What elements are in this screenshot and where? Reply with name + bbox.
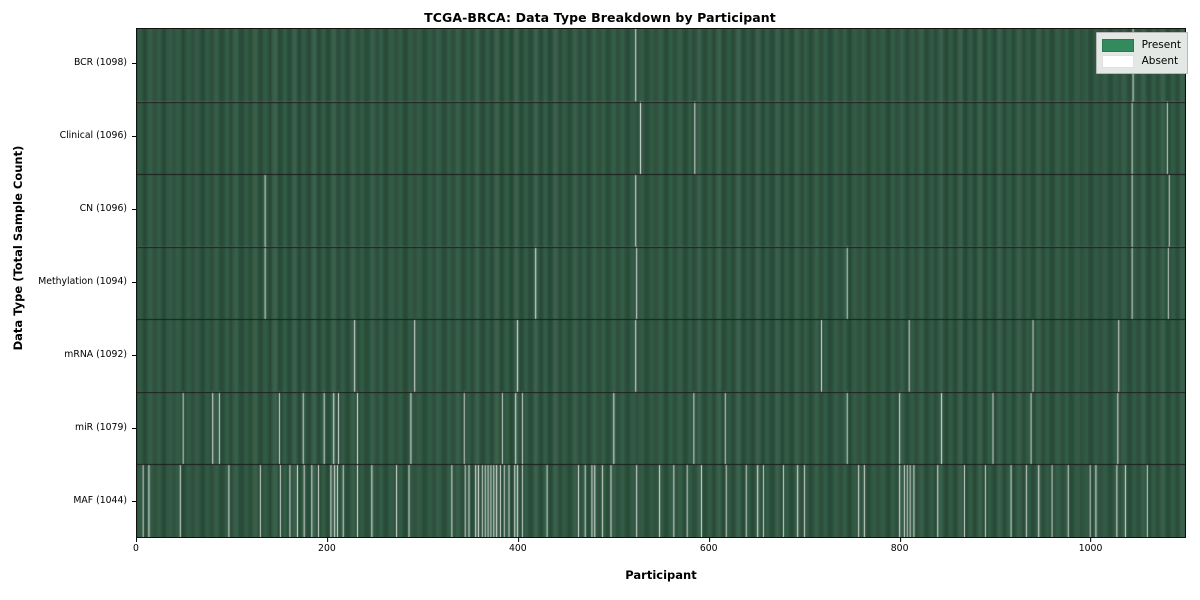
- y-tick-label: mRNA (1092): [64, 348, 127, 360]
- legend-swatch-icon: [1101, 38, 1134, 52]
- heatmap-plot-area: [136, 28, 1186, 538]
- y-axis-tick-labels: BCR (1098) Clinical (1096) CN (1096) Methyl…: [0, 28, 136, 538]
- x-tick-label: 0: [133, 543, 139, 554]
- y-tick-mrna: mRNA (1092): [0, 349, 136, 363]
- y-tick-mark: [132, 354, 136, 356]
- x-tick-mark: [1090, 538, 1092, 542]
- y-tick-methylation: Methylation (1094): [0, 276, 136, 290]
- y-tick-mark: [132, 427, 136, 429]
- y-tick-mark: [132, 63, 136, 65]
- heatmap-canvas: [137, 29, 1185, 537]
- y-tick-clinical: Clinical (1096): [0, 130, 136, 144]
- x-tick-mark: [135, 538, 137, 542]
- x-tick-600: 600: [700, 538, 718, 554]
- x-tick-label: 600: [699, 543, 718, 554]
- x-tick-mark: [708, 538, 710, 542]
- x-tick-200: 200: [318, 538, 336, 554]
- y-tick-mark: [132, 282, 136, 283]
- x-axis-tick-labels: 0 200 400 600 800 1000: [133, 538, 1186, 564]
- y-tick-label: CN (1096): [79, 203, 127, 215]
- y-tick-cn: CN (1096): [0, 203, 136, 217]
- y-tick-maf: MAF (1044): [0, 495, 136, 509]
- legend-label: Absent: [1141, 55, 1179, 67]
- x-tick-1000: 1000: [1078, 538, 1103, 554]
- x-tick-400: 400: [509, 538, 527, 554]
- x-tick-label: 800: [890, 543, 909, 554]
- x-tick-label: 400: [508, 543, 527, 554]
- x-tick-mark: [899, 538, 901, 542]
- x-tick-0: 0: [133, 538, 139, 554]
- y-tick-mark: [132, 136, 136, 138]
- y-tick-label: miR (1079): [75, 421, 127, 433]
- legend-item-present[interactable]: Present: [1101, 37, 1181, 53]
- legend-item-absent[interactable]: Absent: [1101, 53, 1181, 69]
- chart-legend: Present Absent: [1095, 32, 1188, 74]
- x-tick-mark: [517, 538, 519, 542]
- x-tick-800: 800: [891, 538, 909, 554]
- y-tick-label: Methylation (1094): [38, 276, 127, 287]
- y-tick-label: BCR (1098): [73, 57, 127, 69]
- y-tick-bcr: BCR (1098): [0, 57, 136, 71]
- y-tick-mark: [132, 209, 136, 211]
- x-tick-mark: [326, 538, 328, 542]
- y-tick-mark: [132, 500, 136, 502]
- y-tick-mir: miR (1079): [0, 422, 136, 436]
- legend-label: Present: [1141, 39, 1181, 51]
- chart-title: TCGA-BRCA: Data Type Breakdown by Partic…: [424, 10, 776, 25]
- x-tick-label: 200: [318, 543, 336, 554]
- x-axis-title: Participant: [625, 568, 697, 582]
- legend-swatch-icon: [1101, 54, 1134, 68]
- x-tick-label: 1000: [1078, 543, 1103, 554]
- y-tick-label: MAF (1044): [73, 494, 127, 506]
- y-tick-label: Clinical (1096): [59, 130, 127, 142]
